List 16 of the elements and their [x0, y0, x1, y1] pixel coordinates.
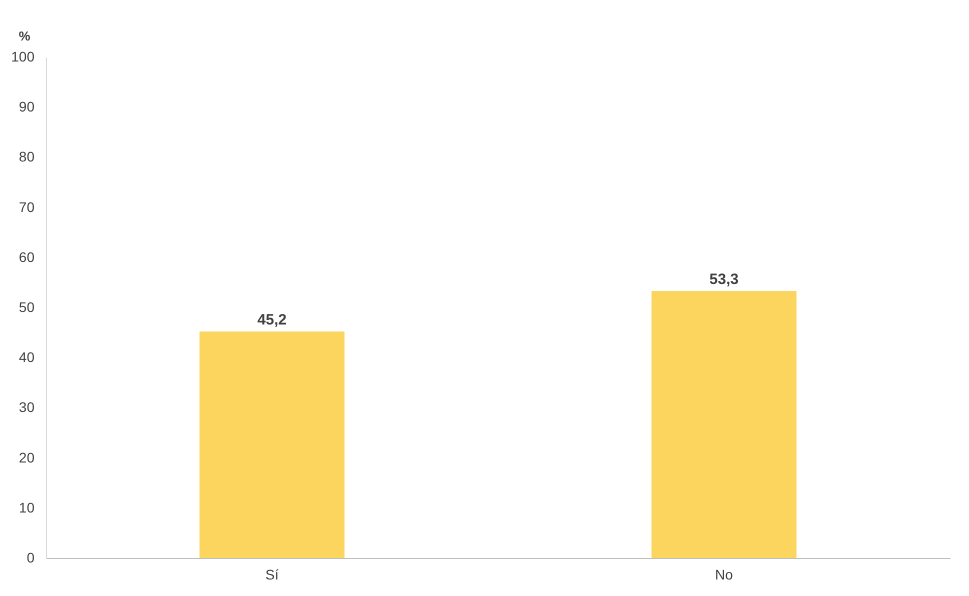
data-label: 45,2	[257, 312, 287, 329]
y-tick-label: 30	[18, 399, 35, 416]
y-tick-label: 20	[18, 449, 35, 466]
y-tick-label: 10	[18, 499, 35, 516]
y-tick-label: 60	[18, 248, 35, 265]
y-tick-label: 50	[18, 299, 35, 315]
y-tick-label: 70	[18, 198, 35, 215]
y-axis-title: %	[18, 28, 31, 44]
y-tick-label: 80	[18, 148, 35, 165]
x-tick-label: Sí	[265, 566, 279, 582]
data-label: 53,3	[709, 270, 739, 288]
y-tick-label: 100	[11, 48, 35, 64]
y-tick-label: 0	[26, 550, 35, 566]
y-tick-label: 90	[18, 98, 35, 115]
x-tick-label: No	[715, 566, 734, 582]
y-tick-label: 40	[18, 349, 35, 366]
